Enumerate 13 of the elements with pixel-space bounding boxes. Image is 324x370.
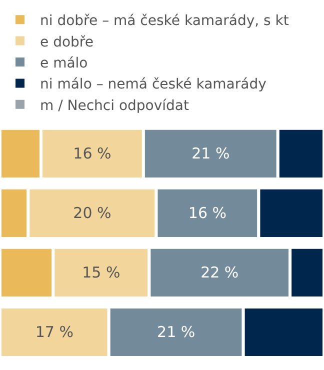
- data-label: 22 %: [200, 264, 239, 282]
- data-label: 21 %: [157, 323, 196, 342]
- data-label: 16 %: [73, 144, 112, 163]
- legend-label: ni dobře – má české kamarády, s kt: [40, 13, 290, 30]
- legend-label: m / Nechci odpovídat: [40, 98, 190, 114]
- legend-label: e dobře: [40, 34, 94, 50]
- legend-label: ni málo – nemá české kamarády: [40, 76, 266, 93]
- data-label: 15 %: [82, 264, 120, 282]
- legend-label: e málo: [40, 55, 88, 72]
- data-label: 21 %: [192, 144, 230, 163]
- data-label: 17 %: [35, 323, 74, 342]
- data-label: 20 %: [73, 204, 112, 222]
- data-label: 16 %: [188, 204, 227, 222]
